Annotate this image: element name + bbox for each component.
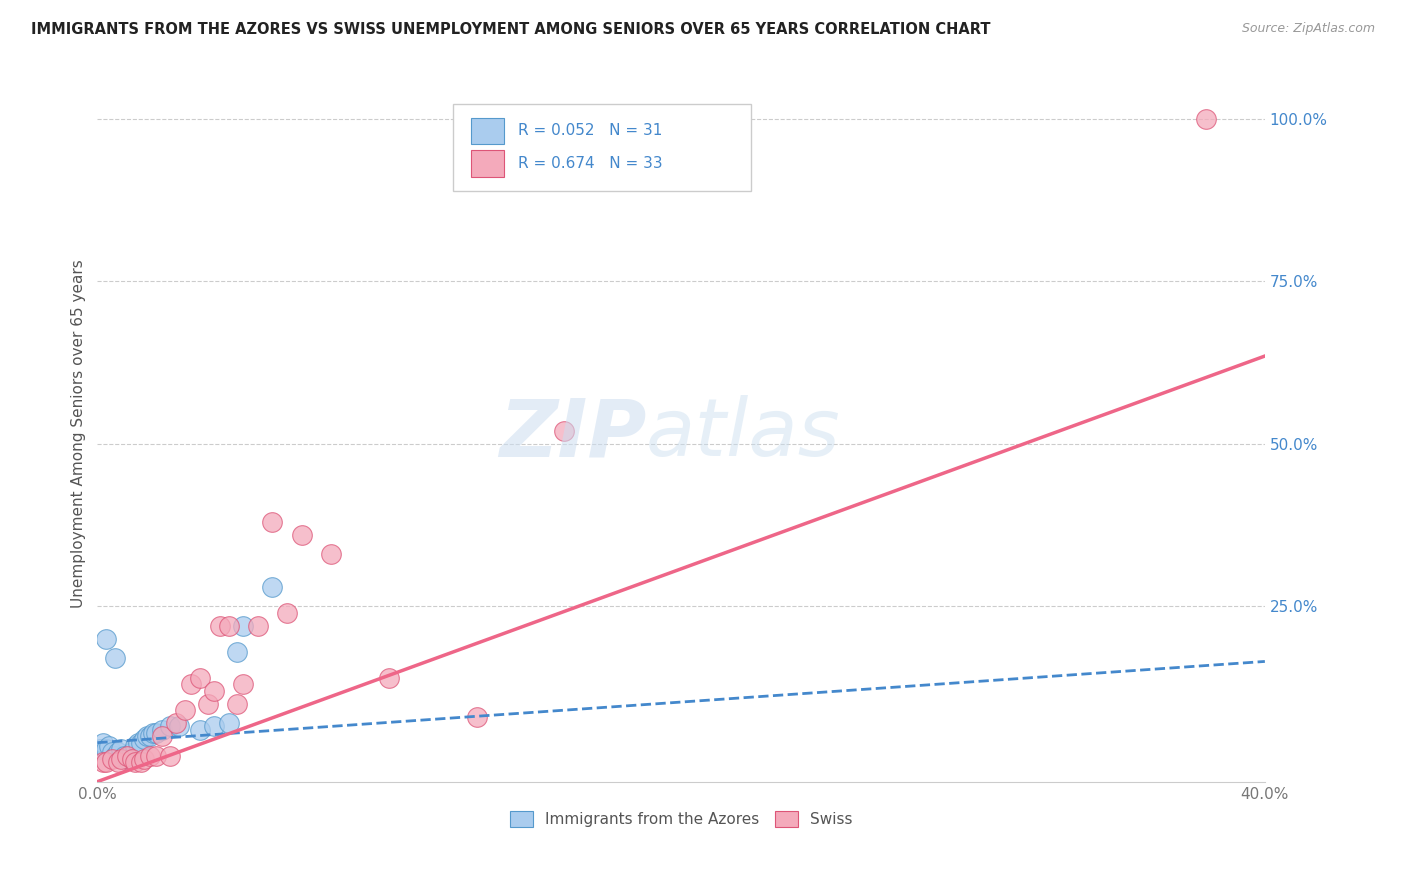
Point bbox=[165, 716, 187, 731]
Point bbox=[276, 606, 298, 620]
Point bbox=[129, 755, 152, 769]
Point bbox=[465, 709, 488, 723]
Point bbox=[91, 755, 114, 769]
Point bbox=[89, 742, 111, 756]
Point bbox=[1195, 112, 1218, 126]
Point bbox=[188, 671, 211, 685]
Point bbox=[112, 748, 135, 763]
Text: R = 0.674   N = 33: R = 0.674 N = 33 bbox=[517, 156, 662, 171]
Point bbox=[232, 677, 254, 691]
Point bbox=[218, 716, 240, 731]
Point bbox=[98, 739, 121, 753]
Point bbox=[107, 746, 129, 760]
Point bbox=[107, 755, 129, 769]
Point bbox=[262, 580, 284, 594]
Point bbox=[174, 703, 197, 717]
Point bbox=[208, 618, 231, 632]
Text: R = 0.052   N = 31: R = 0.052 N = 31 bbox=[517, 123, 662, 138]
FancyBboxPatch shape bbox=[471, 151, 503, 177]
Point bbox=[150, 723, 173, 737]
Point bbox=[110, 752, 132, 766]
Point bbox=[118, 748, 141, 763]
Point bbox=[94, 755, 117, 769]
Legend: Immigrants from the Azores, Swiss: Immigrants from the Azores, Swiss bbox=[503, 805, 859, 833]
Point bbox=[94, 632, 117, 646]
Point bbox=[139, 729, 162, 743]
Point bbox=[145, 726, 167, 740]
Point bbox=[202, 683, 225, 698]
Point bbox=[127, 736, 149, 750]
Point bbox=[121, 746, 143, 760]
Point bbox=[553, 424, 575, 438]
Point bbox=[104, 651, 127, 665]
Point bbox=[94, 742, 117, 756]
Point bbox=[202, 719, 225, 733]
Text: ZIP: ZIP bbox=[499, 395, 647, 473]
Point bbox=[142, 726, 165, 740]
Point bbox=[121, 752, 143, 766]
Point bbox=[110, 742, 132, 756]
Point bbox=[378, 671, 401, 685]
Point bbox=[115, 748, 138, 763]
Point bbox=[232, 618, 254, 632]
Point bbox=[145, 748, 167, 763]
Point bbox=[159, 748, 181, 763]
Point bbox=[159, 719, 181, 733]
Point bbox=[226, 697, 249, 711]
FancyBboxPatch shape bbox=[471, 118, 503, 145]
Text: Source: ZipAtlas.com: Source: ZipAtlas.com bbox=[1241, 22, 1375, 36]
Point bbox=[124, 739, 146, 753]
Point bbox=[139, 748, 162, 763]
FancyBboxPatch shape bbox=[454, 103, 751, 191]
Point bbox=[124, 755, 146, 769]
Point bbox=[180, 677, 202, 691]
Point bbox=[197, 697, 219, 711]
Point bbox=[218, 618, 240, 632]
Point bbox=[132, 732, 155, 747]
Point bbox=[291, 527, 314, 541]
Point bbox=[319, 547, 342, 561]
Text: IMMIGRANTS FROM THE AZORES VS SWISS UNEMPLOYMENT AMONG SENIORS OVER 65 YEARS COR: IMMIGRANTS FROM THE AZORES VS SWISS UNEM… bbox=[31, 22, 990, 37]
Point bbox=[101, 746, 124, 760]
Point bbox=[150, 729, 173, 743]
Point bbox=[91, 736, 114, 750]
Point bbox=[188, 723, 211, 737]
Point bbox=[167, 719, 190, 733]
Point bbox=[115, 752, 138, 766]
Point bbox=[226, 645, 249, 659]
Point bbox=[101, 752, 124, 766]
Point bbox=[136, 729, 159, 743]
Text: atlas: atlas bbox=[647, 395, 841, 473]
Point bbox=[129, 736, 152, 750]
Y-axis label: Unemployment Among Seniors over 65 years: Unemployment Among Seniors over 65 years bbox=[72, 260, 86, 608]
Point bbox=[246, 618, 269, 632]
Point bbox=[104, 748, 127, 763]
Point bbox=[132, 752, 155, 766]
Point bbox=[262, 515, 284, 529]
